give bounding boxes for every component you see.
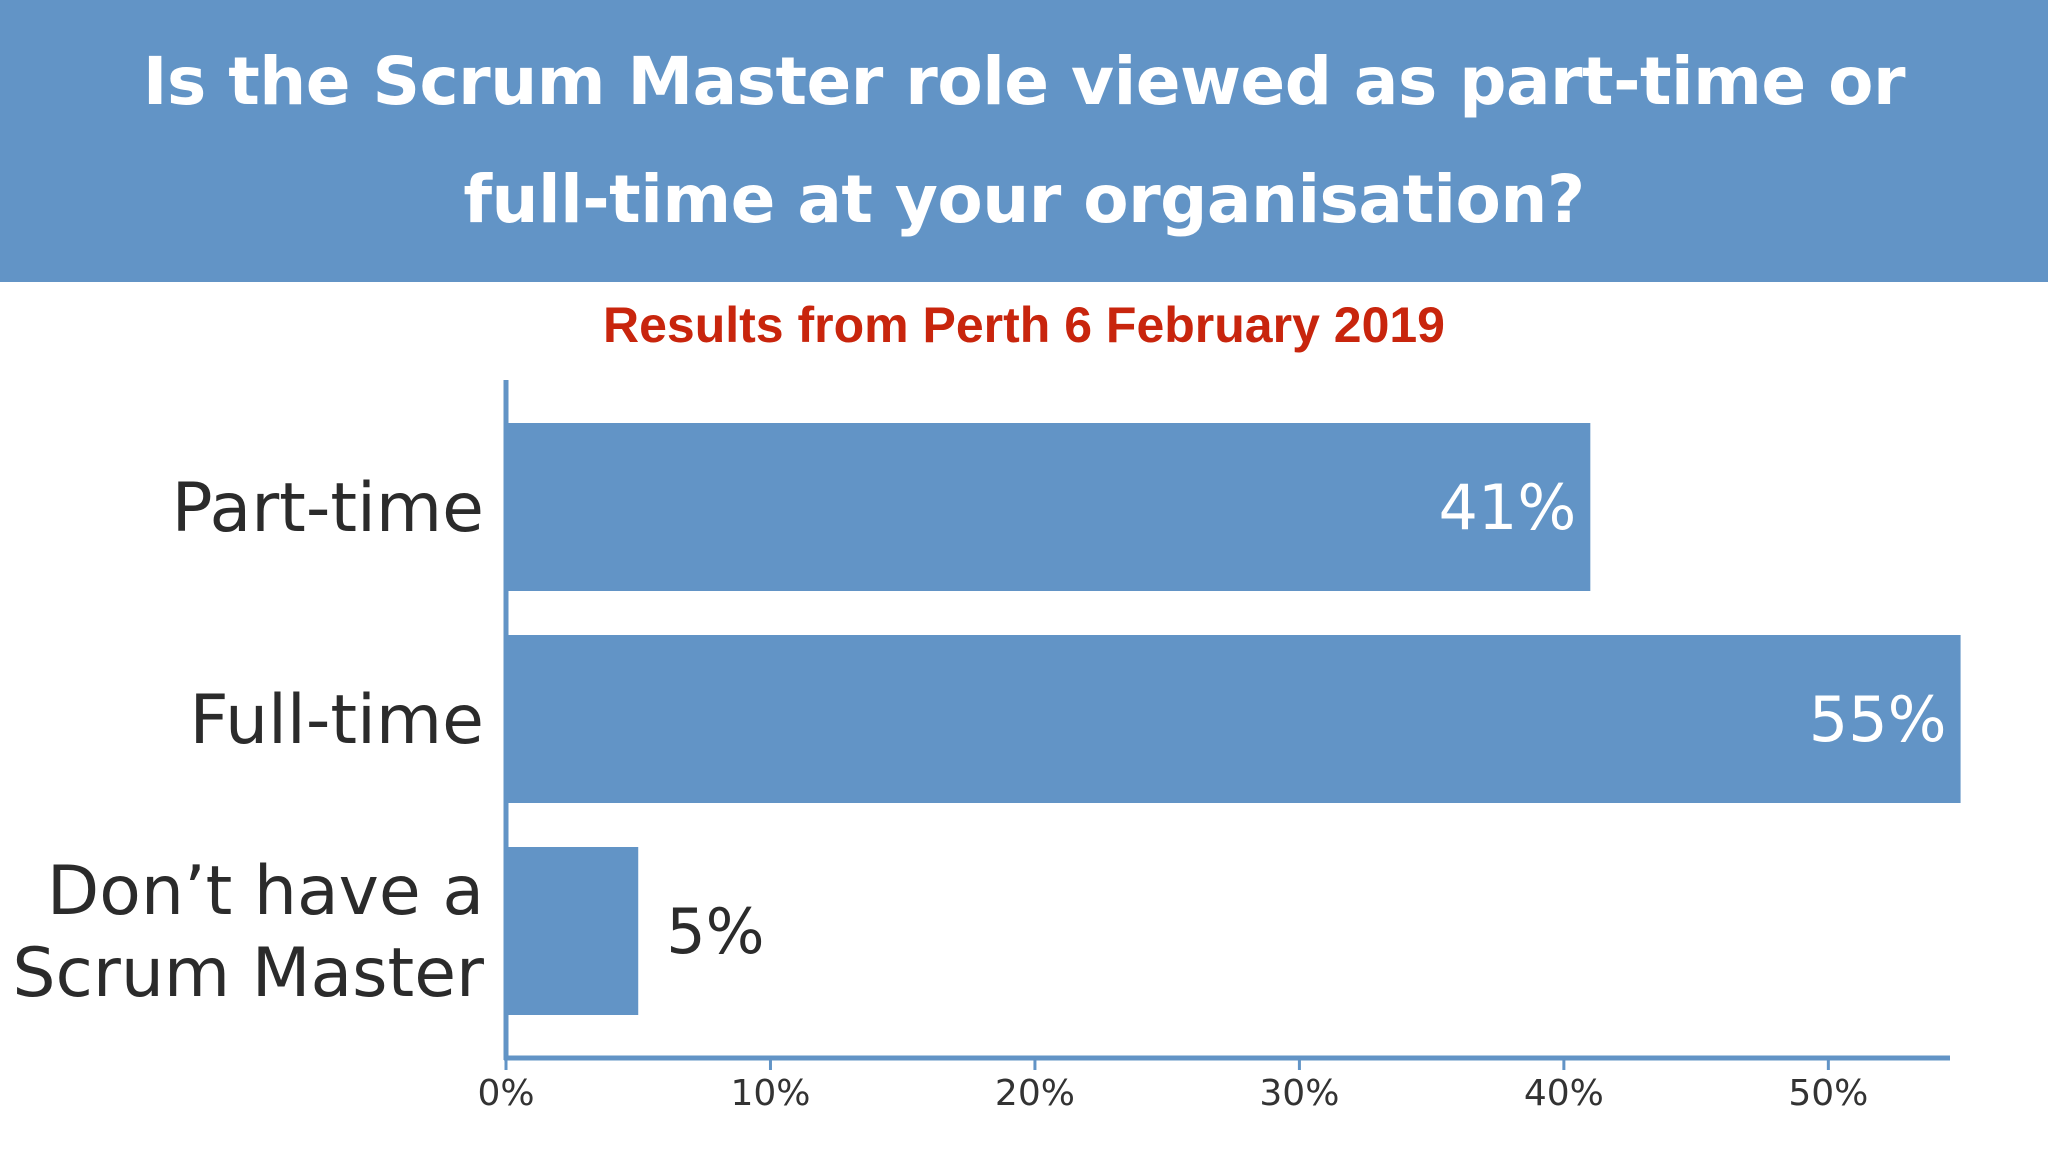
chart-subtitle: Results from Perth 6 February 2019 [603, 297, 1445, 353]
category-label-1: Full-time [190, 681, 484, 760]
title-banner: Is the Scrum Master role viewed as part-… [0, 0, 2048, 282]
data-label-2: 5% [666, 895, 764, 968]
bar-1 [506, 635, 1961, 803]
x-tick-label-4: 40% [1524, 1073, 1604, 1114]
bars-group [506, 423, 1961, 1015]
x-tick-label-1: 10% [730, 1073, 810, 1114]
category-label-0: Part-time [172, 469, 484, 548]
category-label-line: Don’t have a [47, 852, 484, 931]
category-label-line: Scrum Master [12, 934, 484, 1013]
labels-group: 41% Part-time 55% Full-time 5% Don’t have a Sc… [12, 469, 1946, 1114]
x-tick-label-2: 20% [995, 1073, 1075, 1114]
x-tick-label-3: 30% [1259, 1073, 1339, 1114]
category-label-2: Don’t have a Scrum Master [12, 852, 484, 1013]
chart-title: Is the Scrum Master role viewed as part-… [142, 43, 1906, 238]
data-label-0: 41% [1439, 471, 1577, 544]
axes-group [503, 380, 1950, 1070]
category-label-line: Part-time [172, 469, 484, 548]
x-tick-label-5: 50% [1788, 1073, 1868, 1114]
data-label-1: 55% [1809, 683, 1947, 756]
x-tick-label-0: 0% [477, 1073, 534, 1114]
bar-2 [506, 847, 639, 1015]
category-label-line: Full-time [190, 681, 484, 760]
bar-0 [506, 423, 1591, 591]
